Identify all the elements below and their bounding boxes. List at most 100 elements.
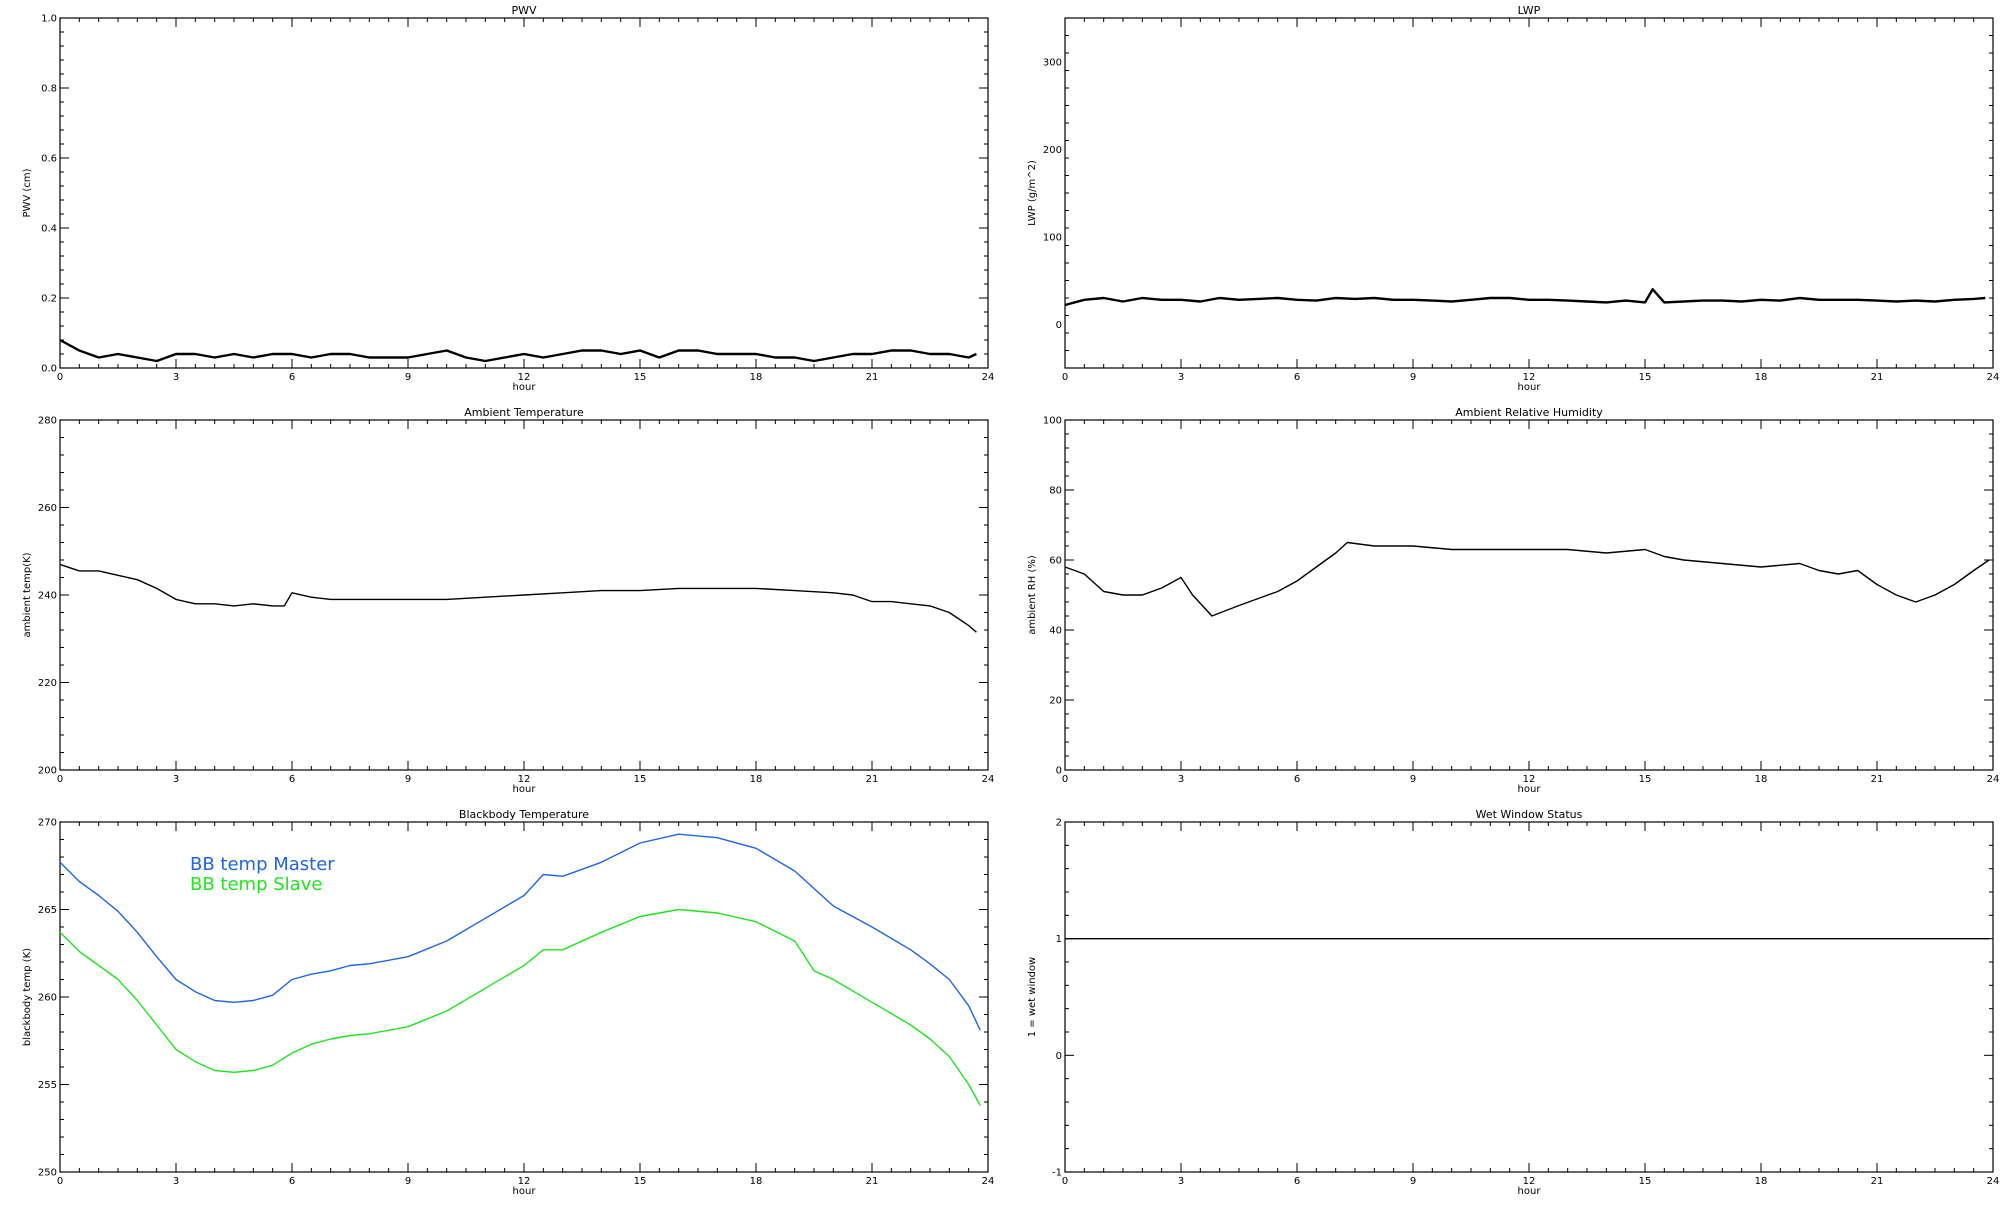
blackbody-temperature-x-tick-label: 0: [57, 1176, 63, 1187]
ambient-relative-humidity-plot-frame: [1064, 419, 1994, 771]
wet-window-status-title: Wet Window Status: [1476, 808, 1583, 821]
ambient-temperature-y-tick-label: 260: [38, 503, 57, 514]
pwv-y-tick-label: 0.2: [41, 294, 57, 305]
blackbody-temperature-x-tick-label: 3: [173, 1176, 179, 1187]
pwv-y-tick-label: 1.0: [41, 14, 57, 25]
lwp-x-tick-label: 15: [1639, 372, 1652, 383]
ambient-temperature-x-tick-label: 18: [750, 774, 763, 785]
pwv-x-tick-label: 21: [866, 372, 879, 383]
lwp-x-tick-label: 24: [1987, 372, 2000, 383]
pwv-x-tick-label: 15: [634, 372, 647, 383]
ambient-relative-humidity-x-tick-label: 15: [1639, 774, 1652, 785]
ambient-relative-humidity-panel: Ambient Relative Humidity 0 3 6 9 12 15 18 21 24 h…: [1027, 406, 1999, 795]
wet-window-status-y-tick-label: 0: [1056, 1051, 1062, 1062]
lwp-series-0-line: [1064, 288, 1986, 307]
pwv-x-tick-label: 0: [57, 372, 63, 383]
pwv-y-tick-label: 0.0: [41, 364, 57, 375]
pwv-x-axis-label: hour: [513, 382, 537, 393]
wet-window-status-y-tick-label: 2: [1056, 818, 1062, 829]
wet-window-status-plot-frame: [1064, 821, 1994, 1173]
lwp-title: LWP: [1518, 4, 1541, 17]
lwp-y-tick-label: 300: [1043, 57, 1062, 68]
pwv-plot-frame: [59, 17, 989, 369]
lwp-panel: LWP 0 3 6 9 12 15 18 21 24 hour 0 100 200 300 LWP (g/m^…: [1027, 4, 1999, 393]
ambient-relative-humidity-y-axis-label: ambient RH (%): [1027, 555, 1038, 635]
blackbody-temperature-x-tick-label: 15: [634, 1176, 647, 1187]
pwv-x-tick-label: 3: [173, 372, 179, 383]
wet-window-status-x-tick-label: 21: [1871, 1176, 1884, 1187]
blackbody-temperature-y-tick-label: 260: [38, 993, 57, 1004]
pwv-x-tick-label: 6: [289, 372, 295, 383]
ambient-temperature-title: Ambient Temperature: [464, 406, 584, 419]
wet-window-status-x-tick-label: 12: [1523, 1176, 1536, 1187]
lwp-y-tick-label: 200: [1043, 145, 1062, 156]
ambient-temperature-series-0-line: [59, 563, 977, 633]
wet-window-status-x-tick-label: 3: [1178, 1176, 1184, 1187]
ambient-relative-humidity-x-tick-label: 24: [1987, 774, 2000, 785]
ambient-relative-humidity-x-axis-label: hour: [1518, 784, 1542, 795]
pwv-panel: PWV 0 3 6 9 12 15 18 21 24 hour 0.0 0.2 0.4 0.6 0.8 1.0 P…: [22, 4, 994, 393]
lwp-x-tick-label: 18: [1755, 372, 1768, 383]
blackbody-temperature-x-tick-label: 18: [750, 1176, 763, 1187]
wet-window-status-y-axis-label: 1 = wet window: [1027, 957, 1038, 1037]
blackbody-temperature-title: Blackbody Temperature: [459, 808, 589, 821]
legend-bb-temp-slave: BB temp Slave: [190, 874, 322, 895]
ambient-relative-humidity-x-tick-label: 6: [1294, 774, 1300, 785]
pwv-x-tick-label: 24: [982, 372, 995, 383]
ambient-relative-humidity-x-tick-label: 9: [1410, 774, 1416, 785]
lwp-x-tick-label: 12: [1523, 372, 1536, 383]
ambient-relative-humidity-y-tick-label: 0: [1056, 766, 1062, 777]
blackbody-temperature-y-tick-label: 270: [38, 818, 57, 829]
ambient-temperature-y-tick-label: 220: [38, 678, 57, 689]
blackbody-temperature-x-axis-label: hour: [513, 1186, 537, 1197]
lwp-x-tick-label: 3: [1178, 372, 1184, 383]
wet-window-status-x-tick-label: 0: [1062, 1176, 1068, 1187]
ambient-relative-humidity-y-tick-label: 20: [1049, 696, 1062, 707]
wet-window-status-x-axis-label: hour: [1518, 1186, 1542, 1197]
wet-window-status-x-tick-label: 9: [1410, 1176, 1416, 1187]
blackbody-temperature-x-tick-label: 21: [866, 1176, 879, 1187]
ambient-temperature-y-tick-label: 240: [38, 591, 57, 602]
lwp-x-tick-label: 6: [1294, 372, 1300, 383]
ambient-temperature-y-axis-label: ambient temp(K): [22, 552, 33, 637]
ambient-relative-humidity-series-0-line: [1064, 541, 1990, 617]
ambient-relative-humidity-x-tick-label: 0: [1062, 774, 1068, 785]
pwv-y-tick-label: 0.4: [41, 224, 57, 235]
ambient-temperature-x-tick-label: 0: [57, 774, 63, 785]
blackbody-temperature-x-tick-label: 9: [405, 1176, 411, 1187]
wet-window-status-x-tick-label: 24: [1987, 1176, 2000, 1187]
lwp-x-tick-label: 0: [1062, 372, 1068, 383]
lwp-x-tick-label: 21: [1871, 372, 1884, 383]
lwp-y-tick-label: 100: [1043, 232, 1062, 243]
pwv-x-tick-label: 9: [405, 372, 411, 383]
ambient-temperature-x-tick-label: 15: [634, 774, 647, 785]
ambient-temperature-y-tick-label: 280: [38, 416, 57, 427]
pwv-y-tick-label: 0.6: [41, 154, 57, 165]
ambient-relative-humidity-x-tick-label: 12: [1523, 774, 1536, 785]
lwp-plot-frame: [1064, 17, 1994, 369]
ambient-relative-humidity-y-tick-label: 60: [1049, 556, 1062, 567]
ambient-temperature-x-tick-label: 21: [866, 774, 879, 785]
pwv-y-tick-label: 0.8: [41, 84, 57, 95]
pwv-y-axis-label: PWV (cm): [22, 168, 33, 217]
lwp-x-tick-label: 9: [1410, 372, 1416, 383]
ambient-temperature-x-tick-label: 3: [173, 774, 179, 785]
ambient-temperature-x-axis-label: hour: [513, 784, 537, 795]
pwv-x-tick-label: 12: [518, 372, 531, 383]
blackbody-temperature-bb-temp-master-line: [59, 833, 981, 1031]
pwv-series-0-line: [59, 338, 977, 363]
pwv-title: PWV: [511, 4, 537, 17]
ambient-temperature-y-tick-label: 200: [38, 766, 57, 777]
blackbody-temperature-x-tick-label: 24: [982, 1176, 995, 1187]
wet-window-status-x-tick-label: 6: [1294, 1176, 1300, 1187]
blackbody-temperature-y-tick-label: 265: [38, 905, 57, 916]
ambient-relative-humidity-x-tick-label: 18: [1755, 774, 1768, 785]
pwv-x-tick-label: 18: [750, 372, 763, 383]
lwp-y-axis-label: LWP (g/m^2): [1027, 160, 1038, 226]
blackbody-temperature-y-tick-label: 255: [38, 1080, 57, 1091]
ambient-relative-humidity-y-tick-label: 80: [1049, 486, 1062, 497]
blackbody-temperature-x-tick-label: 12: [518, 1176, 531, 1187]
